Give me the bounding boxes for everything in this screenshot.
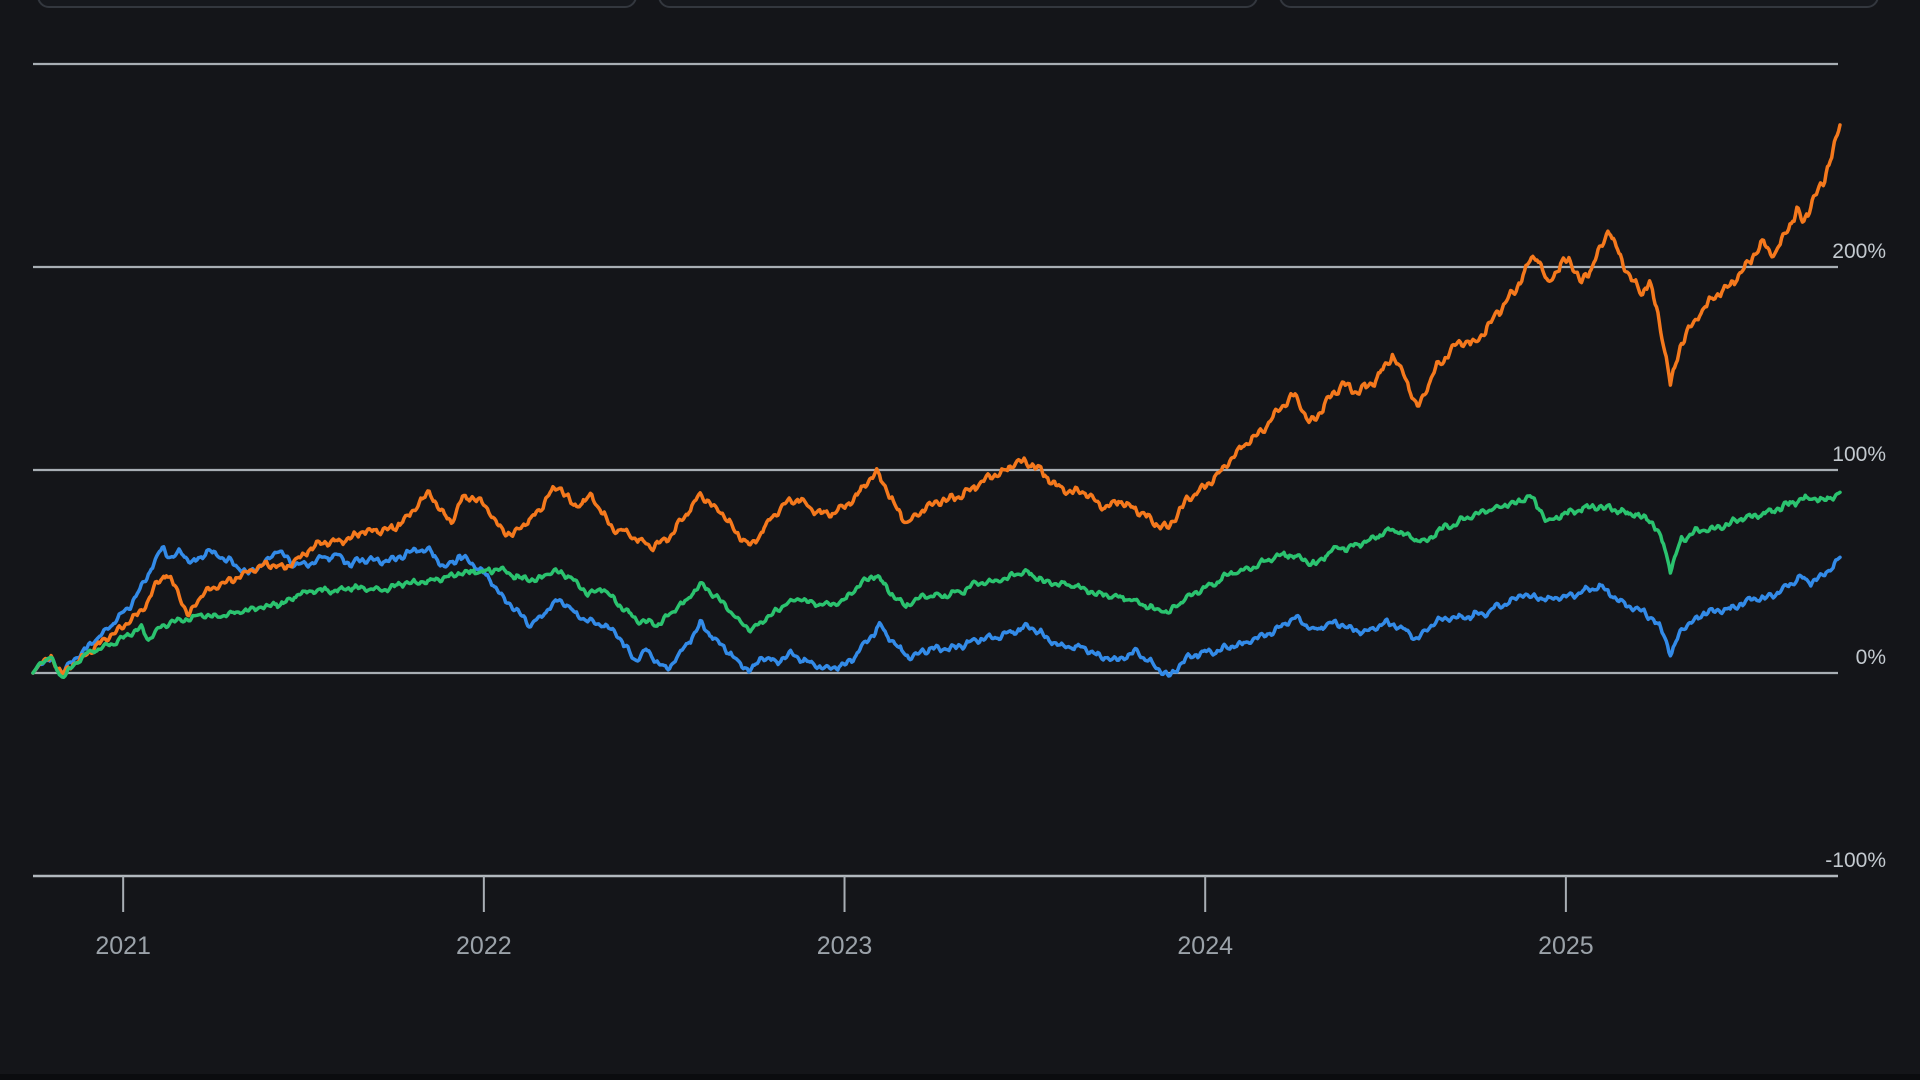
x-axis-label-2023: 2023 [817,932,873,960]
series-line-blue[interactable] [31,545,1842,678]
window-bottom-edge [0,1074,1920,1080]
y-axis-label-100: 100% [1832,443,1886,466]
x-axis-label-2022: 2022 [456,932,512,960]
x-axis-label-2021: 2021 [95,932,151,960]
y-axis-label-200: 200% [1832,240,1886,263]
y-axis-label--100: -100% [1825,849,1886,872]
x-axis-label-2025: 2025 [1538,932,1594,960]
series-line-green[interactable] [31,490,1842,680]
series-line-orange[interactable] [31,123,1842,676]
y-axis-label-0: 0% [1856,646,1886,669]
x-axis-label-2024: 2024 [1177,932,1233,960]
